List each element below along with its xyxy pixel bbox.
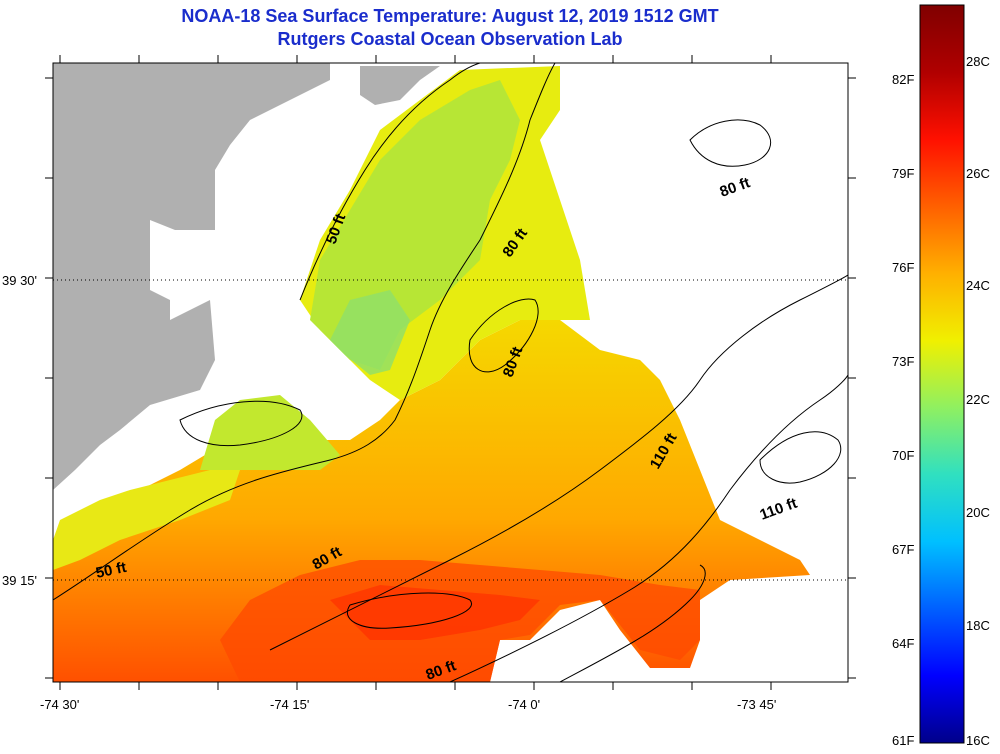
land-mass <box>53 63 440 490</box>
celsius-label: 24C <box>966 278 990 293</box>
celsius-label: 22C <box>966 392 990 407</box>
fahrenheit-label: 79F <box>892 166 914 181</box>
fahrenheit-label: 64F <box>892 636 914 651</box>
depth-contours <box>53 63 848 682</box>
latitude-tick-label: 39 30' <box>2 273 37 288</box>
colorbar: 82F 79F 76F 73F 70F 67F 64F 61F 28C 26C … <box>892 4 990 748</box>
fahrenheit-label: 70F <box>892 448 914 463</box>
colorbar-celsius-labels: 28C 26C 24C 22C 20C 18C 16C <box>966 54 990 748</box>
map-frame <box>52 62 849 683</box>
latitude-labels: 39 30' 39 15' <box>2 273 37 588</box>
celsius-label: 16C <box>966 733 990 748</box>
colorbar-scale <box>919 4 965 744</box>
fahrenheit-label: 76F <box>892 260 914 275</box>
axis-ticks <box>45 55 856 690</box>
latitude-tick-label: 39 15' <box>2 573 37 588</box>
contour-label: 50 ft <box>94 559 128 582</box>
fahrenheit-label: 61F <box>892 733 914 748</box>
map-panel: 50 ft 80 ft 80 ft 80 ft 110 ft 110 ft 50… <box>53 63 848 682</box>
longitude-tick-label: -74 15' <box>270 697 309 712</box>
longitude-tick-label: -74 0' <box>508 697 540 712</box>
fahrenheit-label: 73F <box>892 354 914 369</box>
longitude-labels: -74 30' -74 15' -74 0' -73 45' <box>40 697 776 712</box>
longitude-tick-label: -74 30' <box>40 697 79 712</box>
colorbar-fahrenheit-labels: 82F 79F 76F 73F 70F 67F 64F 61F <box>892 72 914 748</box>
celsius-label: 18C <box>966 618 990 633</box>
fahrenheit-label: 82F <box>892 72 914 87</box>
graticule <box>53 279 848 581</box>
map-title: NOAA-18 Sea Surface Temperature: August … <box>181 6 719 26</box>
map-subtitle: Rutgers Coastal Ocean Observation Lab <box>277 29 623 49</box>
celsius-label: 28C <box>966 54 990 69</box>
celsius-label: 20C <box>966 505 990 520</box>
contour-labels: 50 ft 80 ft 80 ft 80 ft 110 ft 110 ft 50… <box>94 174 799 682</box>
longitude-tick-label: -73 45' <box>737 697 776 712</box>
celsius-label: 26C <box>966 166 990 181</box>
sst-field <box>53 66 810 682</box>
fahrenheit-label: 67F <box>892 542 914 557</box>
